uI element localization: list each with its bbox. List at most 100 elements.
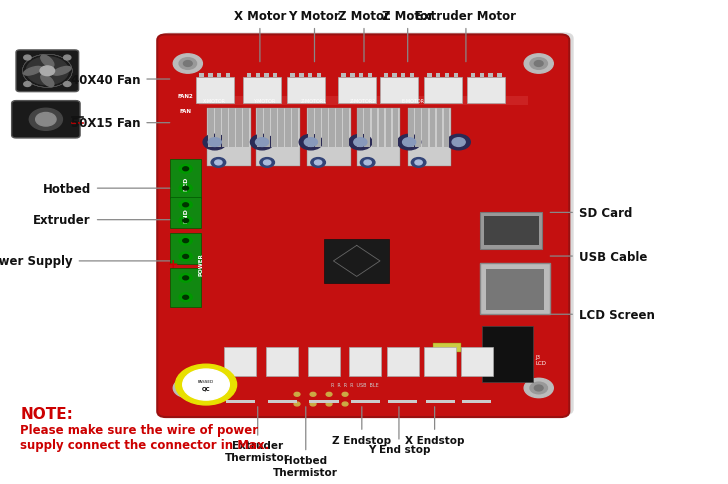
Bar	[266, 348, 298, 377]
Bar	[388, 400, 417, 403]
Circle shape	[179, 201, 192, 210]
Bar	[338, 77, 376, 104]
Bar	[217, 74, 221, 77]
Bar	[243, 77, 281, 104]
Bar	[368, 74, 372, 77]
Circle shape	[183, 385, 192, 391]
Bar	[322, 109, 328, 148]
Circle shape	[397, 135, 421, 151]
Circle shape	[63, 56, 71, 61]
Bar	[271, 109, 277, 148]
Text: 50X15 Fan: 50X15 Fan	[71, 117, 141, 130]
Bar	[324, 240, 389, 283]
Bar	[308, 109, 314, 148]
Text: Hotbed: Hotbed	[43, 182, 91, 195]
Ellipse shape	[41, 56, 54, 68]
Bar	[343, 109, 349, 148]
Circle shape	[179, 237, 192, 245]
Bar	[247, 74, 251, 77]
Circle shape	[310, 393, 316, 396]
Bar	[387, 348, 419, 377]
Bar	[229, 109, 235, 148]
Bar	[226, 400, 255, 403]
Bar	[357, 109, 363, 148]
Circle shape	[183, 203, 189, 207]
Circle shape	[530, 382, 547, 394]
Bar	[350, 74, 355, 77]
Bar	[365, 109, 370, 148]
Bar	[480, 264, 550, 315]
Circle shape	[256, 138, 269, 147]
Circle shape	[524, 55, 553, 74]
Bar	[392, 74, 397, 77]
Bar	[486, 270, 544, 311]
Bar	[273, 74, 277, 77]
Bar	[371, 109, 377, 148]
Circle shape	[326, 402, 332, 406]
Circle shape	[354, 138, 367, 147]
Circle shape	[63, 82, 71, 87]
Bar	[278, 109, 284, 148]
Bar	[287, 77, 325, 104]
FancyBboxPatch shape	[162, 33, 574, 415]
Text: X Motor: X Motor	[234, 10, 286, 23]
Bar	[243, 109, 249, 148]
Text: Hotbed
Thermistor: Hotbed Thermistor	[273, 455, 339, 477]
Circle shape	[360, 158, 375, 168]
Bar	[308, 348, 340, 377]
Bar	[222, 109, 228, 148]
Bar	[461, 348, 493, 377]
Text: Extruder
Thermistor: Extruder Thermistor	[225, 440, 290, 462]
Circle shape	[179, 382, 197, 394]
Text: QC: QC	[202, 386, 210, 391]
Text: LCD Screen: LCD Screen	[579, 308, 654, 321]
Bar	[467, 77, 505, 104]
Bar	[386, 109, 391, 148]
Bar	[264, 109, 269, 148]
Circle shape	[294, 402, 300, 406]
Circle shape	[260, 158, 274, 168]
Bar	[422, 109, 428, 148]
Circle shape	[304, 138, 317, 147]
Bar	[226, 74, 230, 77]
Bar	[497, 74, 502, 77]
Circle shape	[208, 138, 221, 147]
Bar	[349, 348, 381, 377]
Text: PASSED: PASSED	[198, 379, 214, 383]
Circle shape	[326, 393, 332, 396]
Text: Z Motor: Z Motor	[381, 10, 434, 23]
Ellipse shape	[52, 67, 71, 76]
Bar	[196, 77, 234, 104]
Circle shape	[179, 165, 192, 174]
Bar	[215, 109, 221, 148]
Circle shape	[24, 82, 31, 87]
Text: Z Endstop: Z Endstop	[332, 435, 392, 445]
Bar	[317, 74, 321, 77]
Bar	[256, 109, 300, 167]
Bar	[437, 109, 442, 148]
Bar	[285, 109, 290, 148]
Bar	[408, 109, 451, 167]
Bar	[445, 74, 449, 77]
Bar	[482, 327, 533, 382]
Text: USB Cable: USB Cable	[579, 250, 647, 263]
Circle shape	[403, 138, 416, 147]
Bar	[170, 233, 201, 265]
Circle shape	[183, 167, 189, 171]
Bar	[208, 74, 213, 77]
Bar	[443, 109, 449, 148]
Text: 40X40 Fan: 40X40 Fan	[71, 74, 141, 86]
Circle shape	[534, 61, 543, 67]
Circle shape	[250, 135, 274, 151]
Text: Z-MOTOR2: Z-MOTOR2	[350, 99, 376, 104]
Circle shape	[342, 402, 348, 406]
Bar	[488, 74, 493, 77]
Text: Extruder: Extruder	[33, 214, 91, 227]
Bar	[410, 74, 414, 77]
Circle shape	[179, 59, 197, 70]
Text: J3
LCD: J3 LCD	[535, 355, 546, 365]
Bar	[392, 109, 398, 148]
Bar	[401, 74, 405, 77]
Bar	[170, 160, 201, 198]
FancyBboxPatch shape	[157, 35, 569, 417]
